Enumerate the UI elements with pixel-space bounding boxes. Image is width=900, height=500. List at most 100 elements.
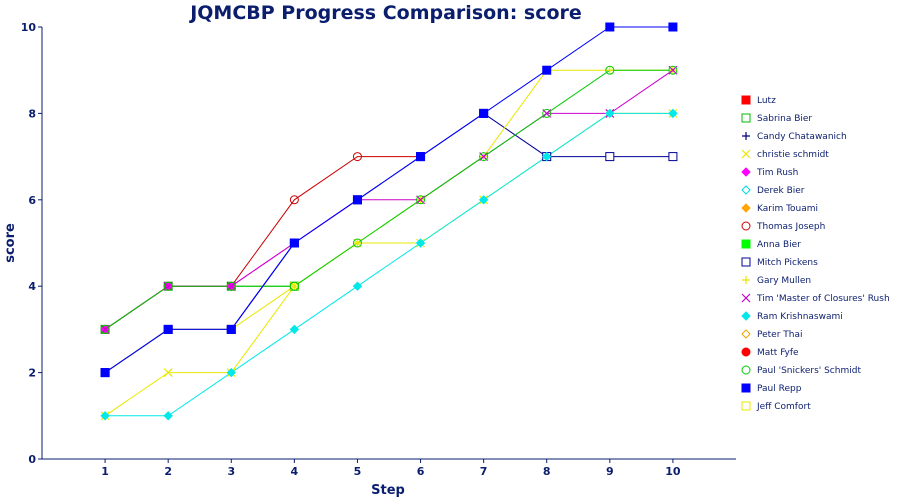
series-10-point	[290, 282, 299, 291]
legend-marker	[741, 347, 751, 357]
series-16-point	[226, 324, 236, 334]
series-16-point	[289, 238, 299, 248]
series-lines	[104, 26, 674, 417]
x-tick-label: 7	[480, 465, 488, 478]
legend-marker	[741, 329, 751, 339]
legend-marker	[741, 221, 751, 231]
legend-label: Thomas Joseph	[756, 222, 825, 232]
series-16-point	[542, 65, 552, 75]
legend-marker	[741, 203, 751, 213]
legend-label: Peter Thai	[757, 330, 803, 340]
series-16-point	[605, 22, 615, 32]
chart-title: JQMCBP Progress Comparison: score	[188, 2, 582, 24]
legend-item: Tim 'Master of Closures' Rush	[741, 293, 890, 304]
series-10-point	[353, 239, 362, 247]
y-tick-label: 6	[28, 194, 36, 207]
legend-label: christie schmidt	[757, 150, 829, 160]
legend-label: Sabrina Bier	[757, 114, 812, 124]
legend-label: Ram Krishnaswami	[757, 312, 843, 322]
series-12-point	[415, 238, 426, 248]
series-12-point	[668, 108, 678, 119]
legend-label: Paul Repp	[757, 384, 802, 394]
y-tick-label: 0	[28, 453, 36, 466]
legend-item: Karim Touami	[741, 203, 818, 214]
series-15-line	[104, 69, 673, 330]
series-16-point	[416, 152, 426, 162]
series-12-point	[542, 151, 552, 162]
series-15-point	[479, 152, 489, 162]
legend-label: Karim Touami	[757, 204, 818, 214]
x-tick-label: 4	[291, 465, 299, 478]
legend: Lutz Sabrina Bier Candy Chatawanich christi…	[741, 95, 890, 412]
legend-marker	[741, 95, 751, 105]
legend-marker	[741, 401, 751, 411]
legend-label: Gary Mullen	[757, 276, 811, 286]
series-9-point	[605, 152, 615, 162]
legend-item: Thomas Joseph	[741, 221, 825, 232]
legend-label: Tim Rush	[756, 168, 798, 178]
legend-marker	[741, 365, 751, 375]
series-15-point	[668, 65, 678, 75]
series-7-point	[352, 152, 362, 162]
legend-label: Anna Bier	[757, 240, 801, 250]
series-12-line	[105, 112, 673, 417]
series-16-point	[668, 22, 678, 32]
x-tick-label: 10	[665, 465, 681, 478]
series-15-point	[100, 324, 110, 334]
series-15-point	[226, 281, 236, 291]
legend-item: Candy Chatawanich	[742, 132, 847, 142]
legend-item: Sabrina Bier	[741, 113, 812, 124]
x-tick-label: 9	[606, 465, 614, 478]
legend-marker	[741, 257, 751, 267]
legend-item: Matt Fyfe	[741, 347, 799, 358]
series-9-point	[668, 152, 678, 162]
legend-item: Ram Krishnaswami	[741, 311, 843, 322]
series-16-point	[100, 368, 110, 378]
series-16-point	[163, 324, 173, 334]
legend-label: Jeff Comfort	[756, 402, 811, 412]
chart-axes	[41, 27, 736, 460]
x-tick-label: 5	[354, 465, 362, 478]
legend-label: Mitch Pickens	[757, 258, 818, 268]
legend-label: Candy Chatawanich	[757, 132, 847, 142]
legend-item: Gary Mullen	[742, 276, 811, 286]
series-markers	[100, 22, 678, 421]
y-tick-label: 2	[28, 367, 36, 380]
series-12-point	[100, 411, 110, 421]
legend-item: Jeff Comfort	[741, 401, 811, 412]
legend-marker	[742, 132, 750, 140]
series-12-point	[163, 411, 173, 421]
series-15-point	[352, 238, 362, 248]
series-1-line	[104, 285, 295, 330]
series-16-point	[352, 195, 362, 205]
series-12-point	[352, 281, 363, 291]
x-tick-label: 8	[543, 465, 551, 478]
series-15-point	[416, 195, 426, 205]
series-7-point	[289, 195, 299, 205]
legend-item: Peter Thai	[741, 329, 803, 340]
series-12-point	[226, 367, 236, 378]
legend-item: Derek Bier	[741, 185, 805, 196]
series-15-point	[605, 65, 615, 75]
x-axis-ticks: 1 2 3 4 5 6 7 8 9 10	[101, 459, 681, 478]
series-12-point	[478, 195, 489, 205]
legend-item: Lutz	[741, 95, 776, 106]
legend-marker	[741, 167, 751, 177]
legend-marker	[741, 311, 751, 321]
y-tick-label: 8	[28, 107, 36, 120]
y-axis-ticks: 0 2 4 6 8 10	[21, 21, 42, 466]
series-15-point	[289, 281, 299, 291]
legend-marker	[741, 149, 751, 159]
x-tick-label: 6	[417, 465, 425, 478]
x-tick-label: 3	[227, 465, 235, 478]
series-3-point	[163, 368, 173, 378]
legend-marker	[741, 383, 751, 393]
y-tick-label: 10	[21, 21, 37, 34]
series-16-line	[104, 26, 673, 374]
legend-label: Lutz	[757, 96, 776, 106]
legend-item: christie schmidt	[741, 149, 829, 160]
x-tick-label: 1	[101, 465, 109, 478]
x-tick-label: 2	[164, 465, 172, 478]
series-10-point	[605, 66, 614, 75]
